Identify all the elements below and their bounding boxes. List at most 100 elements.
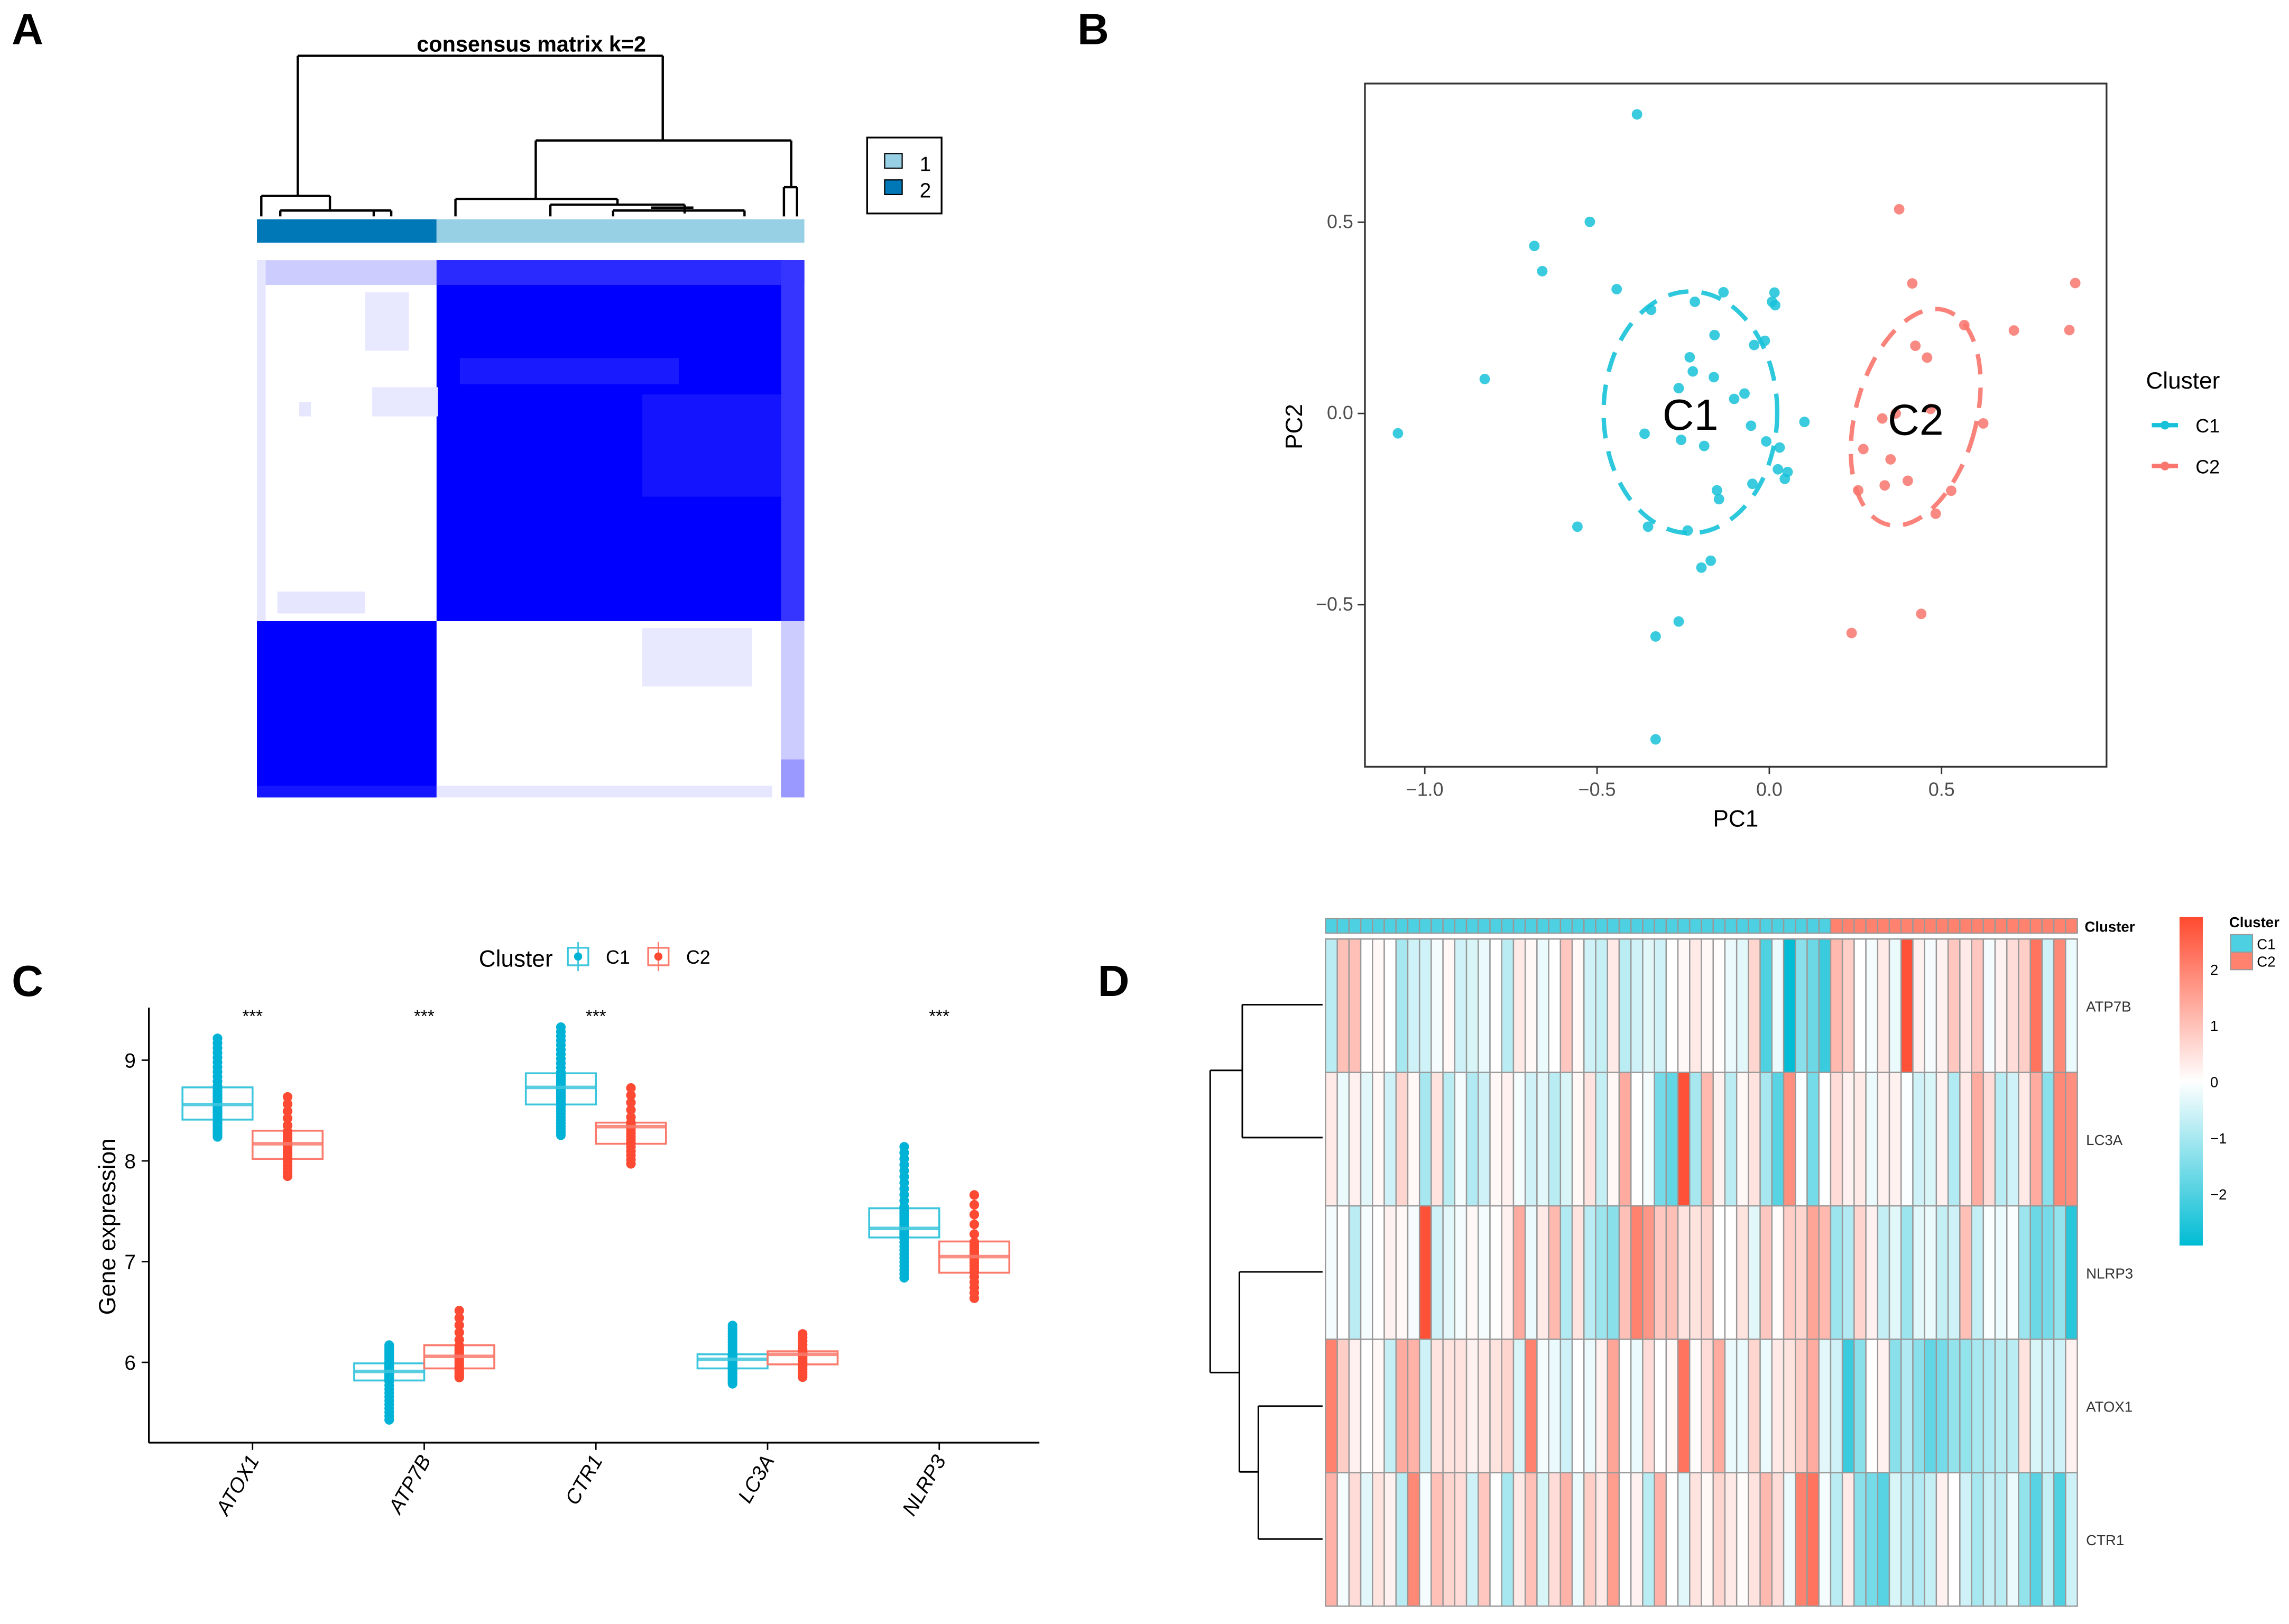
heatmap-cell xyxy=(1912,1205,1925,1340)
heatmap-cell xyxy=(2029,1072,2043,1207)
pca-points: C1 C2 xyxy=(1392,109,2081,745)
heatmap-cell xyxy=(1701,1072,1714,1207)
heatmap-cell xyxy=(1830,1472,1843,1607)
box-atox1-c1 xyxy=(181,1034,254,1142)
annotation-cell xyxy=(2029,918,2043,934)
heatmap-cell xyxy=(1665,1339,1679,1474)
heatmap-cell xyxy=(1947,1072,1961,1207)
legend-label-2: 2 xyxy=(920,179,931,202)
heatmap-cell xyxy=(1512,938,1526,1073)
annotation-cell xyxy=(1536,918,1549,934)
annotation-title: Cluster xyxy=(2084,918,2135,935)
heatmap-cell xyxy=(1701,938,1714,1073)
heatmap-cell xyxy=(1383,1205,1397,1340)
heatmap-cell xyxy=(1630,1339,1644,1474)
heatmap-cell xyxy=(1724,1205,1738,1340)
heatmap-cell xyxy=(1478,1472,1491,1607)
annotation-cell xyxy=(1383,918,1397,934)
annotation-cell xyxy=(1465,918,1479,934)
point-c1 xyxy=(1584,216,1595,227)
heatmap-cell xyxy=(1360,1339,1373,1474)
heatmap-cell xyxy=(1642,1339,1655,1474)
data-point xyxy=(282,1120,293,1130)
heatmap-cell xyxy=(2006,938,2019,1073)
heatmap-cell xyxy=(1888,1339,1902,1474)
row-label: ATOX1 xyxy=(2086,1399,2133,1415)
annotation-cell xyxy=(1348,918,1362,934)
heatmap-cell xyxy=(1888,1472,1902,1607)
heatmap-cell xyxy=(2006,1472,2019,1607)
heatmap-cell xyxy=(1407,1339,1420,1474)
heatmap-cell xyxy=(1559,938,1573,1073)
heatmap-cell xyxy=(1595,1472,1608,1607)
data-point xyxy=(969,1199,980,1210)
heatmap-cell xyxy=(2041,1472,2055,1607)
heatmap-cell xyxy=(1748,1072,1761,1207)
box-nlrp3-c2 xyxy=(938,1190,1011,1303)
heatmap-cell xyxy=(1489,1339,1502,1474)
box-atox1-c2 xyxy=(251,1092,324,1182)
annotation-cell xyxy=(1701,918,1714,934)
heatmap-cell xyxy=(1924,1472,1937,1607)
heatmap-cell xyxy=(1818,1205,1832,1340)
colorbar-tick-label: −1 xyxy=(2210,1130,2227,1147)
box-nlrp3-c1 xyxy=(868,1142,940,1283)
consensus-legend: 1 2 xyxy=(866,136,943,215)
point-c1 xyxy=(1761,436,1771,447)
annotation-cell xyxy=(1454,918,1467,934)
heatmap-cell xyxy=(1595,1072,1608,1207)
heatmap-cell xyxy=(1618,1339,1632,1474)
heatmap-cell xyxy=(1372,1472,1385,1607)
heatmap-cell xyxy=(1806,1072,1820,1207)
heatmap-cell xyxy=(2053,1072,2066,1207)
heatmap-cell xyxy=(1947,938,1961,1073)
heatmap-cell xyxy=(1853,1205,1867,1340)
legend-title: Cluster xyxy=(479,946,553,972)
heatmap-cell xyxy=(1677,1205,1691,1340)
heatmap-cell xyxy=(1818,1339,1832,1474)
panel-label-d: D xyxy=(1098,956,1130,1005)
heatmap-cell xyxy=(1372,1339,1385,1474)
data-point xyxy=(282,1099,293,1109)
point-c1 xyxy=(1673,383,1684,394)
data-point xyxy=(969,1190,980,1200)
heatmap-row-nlrp3 xyxy=(1325,1205,2078,1340)
heatmap-cell xyxy=(2053,1205,2066,1340)
colorbar xyxy=(2179,917,2203,1246)
heatmap-cell xyxy=(1877,1205,1890,1340)
annotation-cell xyxy=(1900,918,1914,934)
heatmap-cell xyxy=(1489,1472,1502,1607)
panel-c-boxplot: C Cluster C1 C2 6 7 8 9 ATOX1 *** ATP7B *** CTR1… xyxy=(12,942,1040,1520)
colorbar-tick-label: 1 xyxy=(2210,1018,2218,1034)
heatmap-cell xyxy=(1465,1072,1479,1207)
annotation-cell xyxy=(1654,918,1667,934)
heatmap-cell xyxy=(1853,1072,1867,1207)
heatmap-cell xyxy=(1994,1205,2008,1340)
cluster-legend: Cluster C1 C2 xyxy=(2229,914,2279,971)
heatmap-cell xyxy=(1748,1472,1761,1607)
heatmap-cell xyxy=(1736,1205,1749,1340)
y-tick-label: 0.5 xyxy=(1327,211,1353,232)
heatmap-cell xyxy=(1830,938,1843,1073)
annotation-cell xyxy=(2053,918,2066,934)
heatmap-cell xyxy=(1783,938,1796,1073)
x-tick-label: ATOX1 xyxy=(211,1451,264,1520)
heatmap-cell xyxy=(1900,1339,1914,1474)
heatmap-cell xyxy=(1360,1472,1373,1607)
heatmap-cell xyxy=(1971,938,1985,1073)
annotation-cell xyxy=(1818,918,1832,934)
legend-c1-key xyxy=(567,942,589,972)
point-c1 xyxy=(1746,420,1757,431)
panel-b-pca: B −1.0 −0.5 0.0 0.5−0.50.00.5 C1 C2 PC1 PC2 … xyxy=(1077,4,2220,832)
heatmap-cell xyxy=(1818,1472,1832,1607)
point-c2 xyxy=(1925,403,1936,414)
box-atp7b-c2 xyxy=(423,1306,495,1382)
row-label: LC3A xyxy=(2086,1132,2123,1148)
heatmap-cell xyxy=(1454,1072,1467,1207)
legend-c1-swatch xyxy=(2230,934,2254,953)
matrix-cell-patch xyxy=(277,592,365,614)
point-c2 xyxy=(2070,278,2081,289)
heatmap-cell xyxy=(1512,1339,1526,1474)
heatmap-cell xyxy=(2041,938,2055,1073)
heatmap-cell xyxy=(1759,1339,1773,1474)
